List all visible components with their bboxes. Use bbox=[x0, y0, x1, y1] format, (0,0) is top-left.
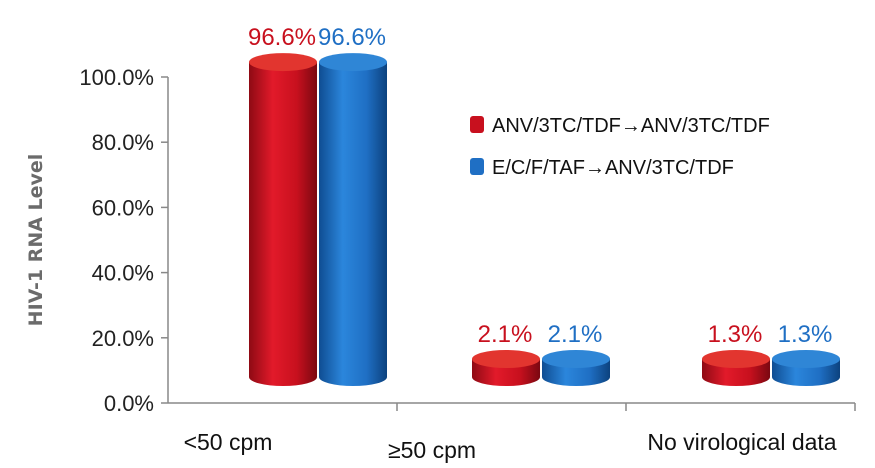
data-label: 2.1% bbox=[478, 321, 533, 348]
legend-swatch-series-2 bbox=[470, 158, 484, 175]
bar bbox=[472, 350, 540, 386]
axes bbox=[161, 76, 856, 411]
data-label: 1.3% bbox=[778, 321, 833, 348]
bar-body bbox=[319, 62, 387, 387]
y-axis-label: HIV-1 RNA Level bbox=[25, 154, 47, 327]
legend-label-series-1: ANV/3TC/TDF→ANV/3TC/TDF bbox=[492, 115, 770, 137]
bars bbox=[249, 53, 840, 387]
bar-top bbox=[542, 350, 610, 368]
bar-body bbox=[249, 62, 317, 387]
bar-top bbox=[772, 350, 840, 368]
data-label: 2.1% bbox=[548, 321, 603, 348]
legend-label-series-2: E/C/F/TAF→ANV/3TC/TDF bbox=[492, 157, 734, 179]
y-tick-labels: 0.0% 20.0% 40.0% 60.0% 80.0% 100.0% bbox=[79, 65, 154, 416]
bar-top bbox=[702, 350, 770, 368]
category-label: No virological data bbox=[647, 429, 836, 455]
category-label: ≥50 cpm bbox=[388, 437, 476, 463]
bar bbox=[702, 350, 770, 386]
bar bbox=[542, 350, 610, 386]
bar-top bbox=[472, 350, 540, 368]
y-tick-label: 20.0% bbox=[92, 326, 154, 351]
legend-swatch-series-1 bbox=[470, 116, 484, 133]
data-label: 1.3% bbox=[708, 321, 763, 348]
y-tick-label: 0.0% bbox=[104, 391, 154, 416]
bar-top bbox=[319, 53, 387, 72]
category-label: <50 cpm bbox=[184, 429, 273, 455]
y-tick-label: 100.0% bbox=[79, 65, 154, 90]
data-label: 96.6% bbox=[248, 24, 316, 51]
y-tick-label: 60.0% bbox=[92, 195, 154, 220]
bar bbox=[319, 53, 387, 387]
bar bbox=[772, 350, 840, 386]
y-tick-label: 80.0% bbox=[92, 130, 154, 155]
category-labels: <50 cpm ≥50 cpm No virological data bbox=[184, 429, 837, 463]
y-tick-label: 40.0% bbox=[92, 261, 154, 286]
bar bbox=[249, 53, 317, 387]
legend: ANV/3TC/TDF→ANV/3TC/TDF E/C/F/TAF→ANV/3T… bbox=[470, 115, 770, 179]
legend-item-series-1: ANV/3TC/TDF→ANV/3TC/TDF bbox=[470, 115, 770, 137]
legend-item-series-2: E/C/F/TAF→ANV/3TC/TDF bbox=[470, 157, 734, 179]
bar-top bbox=[249, 53, 317, 72]
data-label: 96.6% bbox=[318, 24, 386, 51]
data-labels: 96.6% 2.1% 1.3% 96.6% 2.1% 1.3% bbox=[248, 24, 832, 348]
